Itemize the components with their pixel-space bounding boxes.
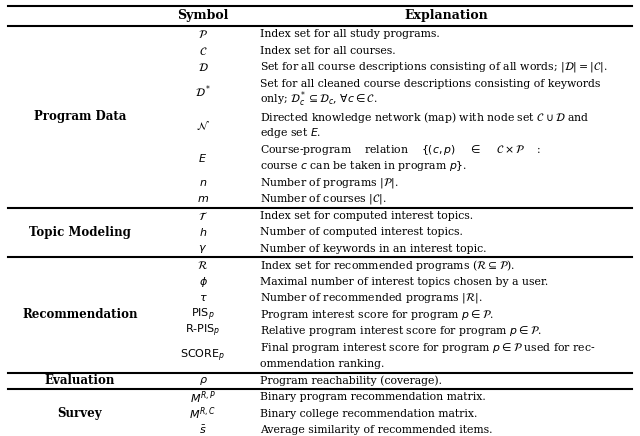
Text: Index set for all courses.: Index set for all courses. (260, 46, 396, 56)
Text: $\mathcal{P}$: $\mathcal{P}$ (198, 28, 208, 40)
Text: $\tau$: $\tau$ (198, 293, 207, 303)
Text: $M^{R,P}$: $M^{R,P}$ (190, 389, 216, 405)
Text: Set for all cleaned course descriptions consisting of keywords: Set for all cleaned course descriptions … (260, 79, 600, 89)
Text: Set for all course descriptions consisting of all words; $|\mathcal{D}| = |\math: Set for all course descriptions consisti… (260, 60, 608, 74)
Text: Binary college recommendation matrix.: Binary college recommendation matrix. (260, 409, 477, 419)
Text: $\mathcal{R}$: $\mathcal{R}$ (197, 259, 209, 271)
Text: Recommendation: Recommendation (22, 308, 138, 321)
Text: $\mathrm{R\text{-}PIS}_p$: $\mathrm{R\text{-}PIS}_p$ (185, 323, 221, 340)
Text: $\mathcal{T}$: $\mathcal{T}$ (198, 210, 208, 222)
Text: ommendation ranking.: ommendation ranking. (260, 358, 385, 368)
Text: $\phi$: $\phi$ (198, 275, 207, 289)
Text: Maximal number of interest topics chosen by a user.: Maximal number of interest topics chosen… (260, 277, 548, 287)
Text: edge set $E$.: edge set $E$. (260, 126, 321, 140)
Text: $\bar{s}$: $\bar{s}$ (199, 424, 207, 436)
Text: Number of courses $|\mathcal{C}|$.: Number of courses $|\mathcal{C}|$. (260, 192, 387, 206)
Text: Average similarity of recommended items.: Average similarity of recommended items. (260, 425, 493, 435)
Text: only; $\mathcal{D}_c^* \subseteq \mathcal{D}_c$, $\forall c \in \mathcal{C}$.: only; $\mathcal{D}_c^* \subseteq \mathca… (260, 90, 378, 109)
Text: $\mathcal{D}$: $\mathcal{D}$ (198, 61, 209, 73)
Text: Program Data: Program Data (34, 110, 126, 123)
Text: Directed knowledge network (map) with node set $\mathcal{C} \cup \mathcal{D}$ an: Directed knowledge network (map) with no… (260, 110, 589, 125)
Text: Program reachability (coverage).: Program reachability (coverage). (260, 375, 442, 386)
Text: $\mathcal{D}^*$: $\mathcal{D}^*$ (195, 84, 211, 100)
Text: Evaluation: Evaluation (45, 374, 115, 387)
Text: $n$: $n$ (199, 178, 207, 188)
Text: $M^{R,C}$: $M^{R,C}$ (189, 405, 216, 422)
Text: $\mathcal{C}$: $\mathcal{C}$ (199, 45, 207, 57)
Text: $\rho$: $\rho$ (198, 375, 207, 387)
Text: Course-program    relation    $\{(c, p)$    $\in$    $\mathcal{C} \times \mathca: Course-program relation $\{(c, p)$ $\in$… (260, 143, 541, 157)
Text: Relative program interest score for program $p \in \mathcal{P}$.: Relative program interest score for prog… (260, 324, 542, 338)
Text: $m$: $m$ (197, 194, 209, 204)
Text: course $c$ can be taken in program $p\}$.: course $c$ can be taken in program $p\}$… (260, 159, 467, 173)
Text: Explanation: Explanation (404, 10, 488, 23)
Text: $\mathrm{PIS}_p$: $\mathrm{PIS}_p$ (191, 307, 215, 323)
Text: $\mathcal{N}$: $\mathcal{N}$ (196, 119, 210, 132)
Text: Program interest score for program $p \in \mathcal{P}$.: Program interest score for program $p \i… (260, 308, 493, 322)
Text: $\mathrm{SCORE}_p$: $\mathrm{SCORE}_p$ (180, 348, 225, 364)
Text: $h$: $h$ (199, 226, 207, 238)
Text: $E$: $E$ (198, 152, 207, 164)
Text: Number of recommended programs $|\mathcal{R}|$.: Number of recommended programs $|\mathca… (260, 291, 483, 305)
Text: Index set for recommended programs ($\mathcal{R} \subseteq \mathcal{P}$).: Index set for recommended programs ($\ma… (260, 258, 515, 273)
Text: Binary program recommendation matrix.: Binary program recommendation matrix. (260, 392, 486, 402)
Text: Final program interest score for program $p \in \mathcal{P}$ used for rec-: Final program interest score for program… (260, 341, 595, 355)
Text: Number of computed interest topics.: Number of computed interest topics. (260, 227, 463, 237)
Text: Survey: Survey (58, 407, 102, 420)
Text: Topic Modeling: Topic Modeling (29, 226, 131, 239)
Text: Index set for all study programs.: Index set for all study programs. (260, 29, 440, 39)
Text: Number of keywords in an interest topic.: Number of keywords in an interest topic. (260, 244, 486, 254)
Text: $\gamma$: $\gamma$ (198, 243, 207, 255)
Text: Index set for computed interest topics.: Index set for computed interest topics. (260, 211, 473, 221)
Text: Symbol: Symbol (177, 10, 228, 23)
Text: Number of programs $|\mathcal{P}|$.: Number of programs $|\mathcal{P}|$. (260, 176, 399, 190)
